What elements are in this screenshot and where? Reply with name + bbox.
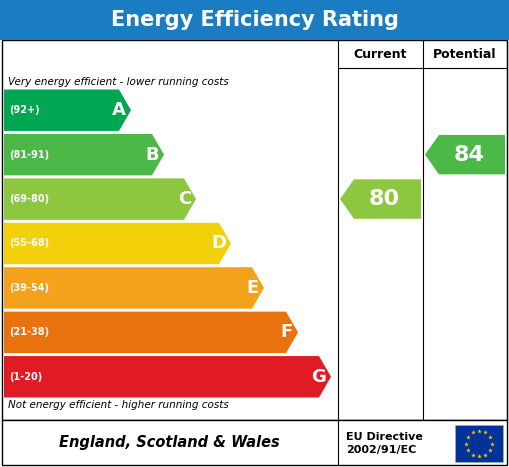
Text: England, Scotland & Wales: England, Scotland & Wales — [59, 435, 279, 450]
Polygon shape — [4, 223, 231, 264]
Text: 2002/91/EC: 2002/91/EC — [346, 446, 416, 455]
Bar — [2, 40, 507, 420]
Text: (55-68): (55-68) — [9, 239, 49, 248]
Polygon shape — [4, 356, 331, 397]
Text: Potential: Potential — [433, 48, 497, 61]
Text: 84: 84 — [454, 145, 485, 165]
Text: C: C — [178, 190, 191, 208]
Bar — [455, 425, 503, 462]
Text: (39-54): (39-54) — [9, 283, 49, 293]
Polygon shape — [4, 267, 264, 309]
Text: (1-20): (1-20) — [9, 372, 42, 382]
Polygon shape — [4, 178, 196, 220]
Polygon shape — [4, 134, 164, 175]
Text: A: A — [112, 101, 126, 119]
Text: Energy Efficiency Rating: Energy Efficiency Rating — [110, 10, 399, 30]
Text: Current: Current — [354, 48, 407, 61]
Text: (21-38): (21-38) — [9, 327, 49, 337]
Polygon shape — [425, 135, 505, 174]
Polygon shape — [4, 90, 131, 131]
Text: (81-91): (81-91) — [9, 149, 49, 160]
Text: F: F — [281, 323, 293, 341]
Text: E: E — [247, 279, 259, 297]
Bar — [0, 0, 509, 40]
Text: EU Directive: EU Directive — [346, 432, 423, 441]
Polygon shape — [340, 179, 421, 219]
Text: (92+): (92+) — [9, 105, 40, 115]
Text: 80: 80 — [369, 189, 400, 209]
Text: Not energy efficient - higher running costs: Not energy efficient - higher running co… — [8, 400, 229, 410]
Polygon shape — [4, 311, 298, 353]
Bar — [2, 420, 507, 465]
Text: (69-80): (69-80) — [9, 194, 49, 204]
Text: B: B — [146, 146, 159, 163]
Text: D: D — [211, 234, 226, 253]
Text: Very energy efficient - lower running costs: Very energy efficient - lower running co… — [8, 77, 229, 87]
Text: G: G — [311, 368, 326, 386]
